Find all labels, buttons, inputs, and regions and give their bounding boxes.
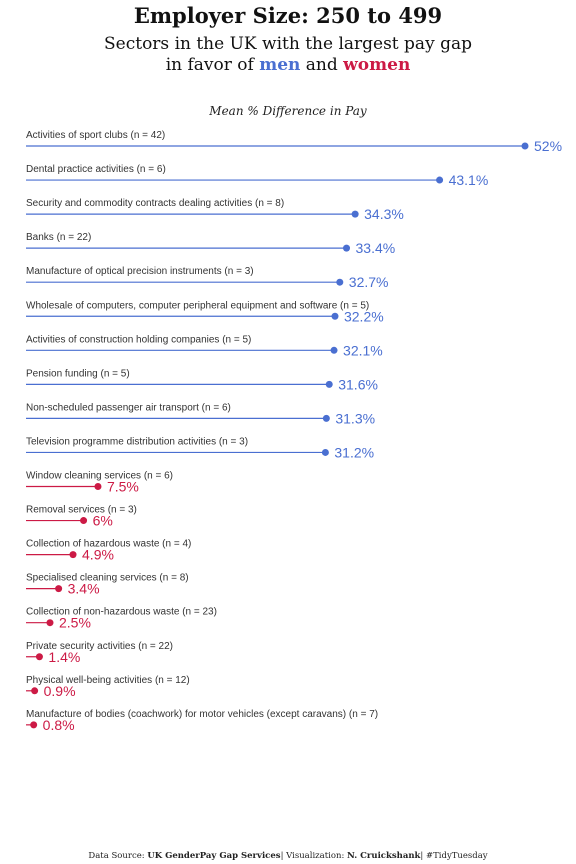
category-label: Manufacture of bodies (coachwork) for mo… [26, 709, 378, 720]
value-label: 32.2% [344, 308, 384, 324]
lollipop-dot [331, 312, 339, 320]
lollipop-dot [69, 551, 77, 559]
subtitle-line-1: Sectors in the UK with the largest pay g… [104, 34, 472, 54]
footer-source-prefix: Data Source: [88, 851, 145, 861]
x-axis-title: Mean % Difference in Pay [209, 104, 367, 118]
category-label: Security and commodity contracts dealing… [26, 198, 284, 209]
footer-credits: Data Source: UK GenderPay Gap Services| … [0, 851, 576, 861]
lollipop-dot [325, 380, 333, 388]
category-label: Private security activities (n = 22) [26, 641, 173, 652]
subtitle-line-2: in favor of men and women [0, 55, 576, 76]
chart-title: Employer Size: 250 to 499 [133, 3, 443, 28]
lollipop-dot [321, 448, 329, 456]
value-label: 7.5% [107, 479, 139, 495]
lollipop-dot [521, 142, 529, 150]
subtitle-prefix: in favor of [165, 55, 254, 75]
category-label: Wholesale of computers, computer periphe… [26, 300, 369, 311]
value-label: 43.1% [449, 172, 489, 188]
value-label: 0.9% [44, 683, 76, 699]
lollipop-dot [31, 687, 39, 695]
value-label: 4.9% [82, 547, 114, 563]
subtitle-women: women [343, 55, 411, 75]
lollipop-dot [94, 483, 102, 490]
lollipop-dot [46, 619, 54, 627]
footer-viz-name: N. Cruickshank [347, 851, 421, 861]
value-label: 32.1% [343, 342, 383, 358]
category-label: Activities of construction holding compa… [26, 334, 251, 345]
value-label: 0.8% [43, 717, 75, 733]
lollipop-dot [336, 278, 344, 286]
category-label: Removal services (n = 3) [26, 505, 137, 516]
category-label: Television programme distribution activi… [26, 436, 248, 447]
lollipop-dot [80, 517, 88, 525]
category-label: Collection of hazardous waste (n = 4) [26, 539, 191, 550]
lollipop-dot [35, 653, 43, 661]
category-label: Physical well-being activities (n = 12) [26, 675, 190, 686]
value-label: 31.2% [334, 444, 374, 460]
value-label: 34.3% [364, 206, 404, 222]
lollipop-dot [436, 176, 444, 184]
lollipop-dot [343, 244, 351, 252]
value-label: 32.7% [349, 274, 389, 290]
category-label: Window cleaning services (n = 6) [26, 471, 173, 482]
category-label: Banks (n = 22) [26, 232, 91, 243]
category-label: Collection of non-hazardous waste (n = 2… [26, 607, 217, 618]
value-label: 52% [534, 138, 562, 154]
value-label: 6% [93, 513, 113, 529]
footer-tag: | #TidyTuesday [420, 851, 488, 861]
lollipop-dot [55, 585, 63, 593]
footer-source-name: UK GenderPay Gap Services [147, 851, 281, 861]
chart-subtitle: Sectors in the UK with the largest pay g… [0, 34, 576, 76]
lollipop-dot [322, 414, 330, 422]
value-label: 2.5% [59, 615, 91, 631]
value-label: 1.4% [48, 649, 80, 665]
category-label: Specialised cleaning services (n = 8) [26, 573, 189, 584]
lollipop-dot [330, 346, 338, 354]
category-label: Dental practice activities (n = 6) [26, 164, 166, 175]
value-label: 33.4% [356, 240, 396, 256]
category-label: Manufacture of optical precision instrum… [26, 266, 254, 277]
subtitle-men: men [259, 55, 301, 75]
category-label: Pension funding (n = 5) [26, 368, 130, 379]
value-label: 31.3% [335, 410, 375, 426]
category-label: Non-scheduled passenger air transport (n… [26, 402, 231, 413]
footer-viz-prefix: | Visualization: [280, 851, 345, 861]
value-label: 31.6% [338, 376, 378, 392]
subtitle-and: and [305, 55, 338, 75]
lollipop-dot [30, 721, 38, 729]
lollipop-dot [351, 210, 359, 218]
value-label: 3.4% [68, 581, 100, 597]
category-label: Activities of sport clubs (n = 42) [26, 130, 165, 141]
